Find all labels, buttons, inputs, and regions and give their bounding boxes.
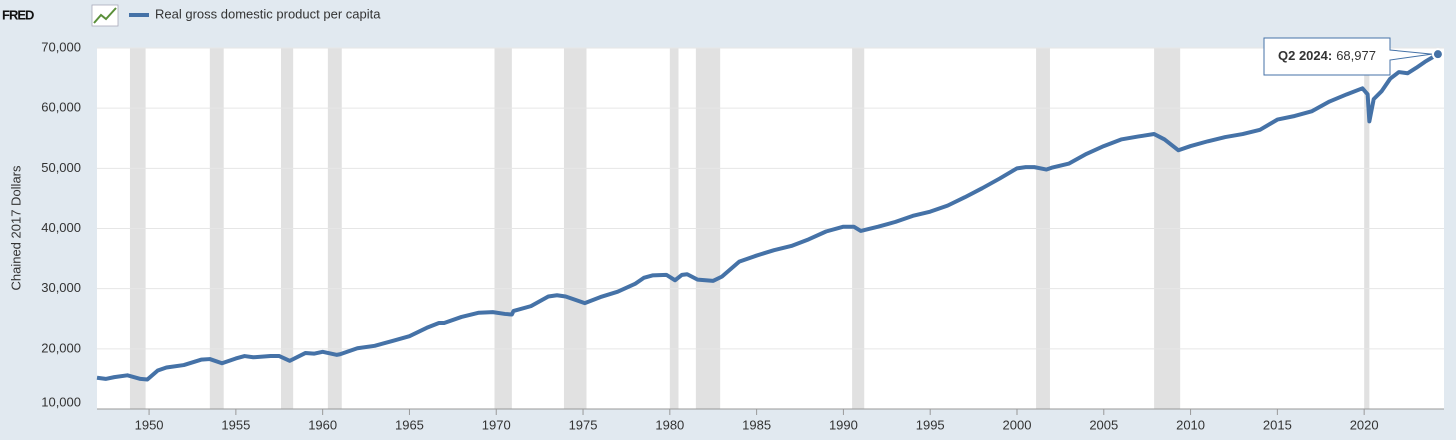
x-tick-label: 2000 <box>1003 417 1032 432</box>
x-tick-label: 1950 <box>135 417 164 432</box>
x-tick-label: 1975 <box>569 417 598 432</box>
tooltip-text: Q2 2024: 68,977 <box>1278 48 1376 63</box>
y-tick-label: 70,000 <box>41 39 81 54</box>
tooltip-box <box>1263 37 1432 76</box>
series-line <box>96 52 1439 382</box>
x-tick-label: 2015 <box>1263 417 1292 432</box>
x-tick-label: 1990 <box>829 417 858 432</box>
logo: FRED <box>2 7 34 22</box>
y-tick-label: 40,000 <box>41 220 81 235</box>
y-tick-label: 50,000 <box>41 160 81 175</box>
x-tick-label: 1965 <box>395 417 424 432</box>
y-tick-label: 20,000 <box>41 340 81 355</box>
x-tick-label: 2010 <box>1176 417 1205 432</box>
tooltip-marker <box>1431 48 1444 61</box>
tooltip-title: Q2 2024: <box>1278 48 1332 63</box>
tooltip: Q2 2024: 68,977 <box>1263 37 1432 76</box>
x-tick-label: 1970 <box>482 417 511 432</box>
logo-icon <box>91 4 119 27</box>
x-tick-label: 2020 <box>1350 417 1379 432</box>
y-axis-label: Chained 2017 Dollars <box>8 165 23 291</box>
x-tick-label: 1955 <box>221 417 250 432</box>
x-tick-label: 1985 <box>742 417 771 432</box>
y-tick-label: 60,000 <box>41 100 81 115</box>
x-tick-label: 2005 <box>1089 417 1118 432</box>
y-tick-label: 10,000 <box>41 394 81 409</box>
legend-label: Real gross domestic product per capita <box>155 6 381 21</box>
x-tick-label: 1960 <box>308 417 337 432</box>
y-tick-label: 30,000 <box>41 280 81 295</box>
x-tick-label: 1995 <box>916 417 945 432</box>
tooltip-value: 68,977 <box>1336 48 1376 63</box>
x-tick-label: 1980 <box>655 417 684 432</box>
